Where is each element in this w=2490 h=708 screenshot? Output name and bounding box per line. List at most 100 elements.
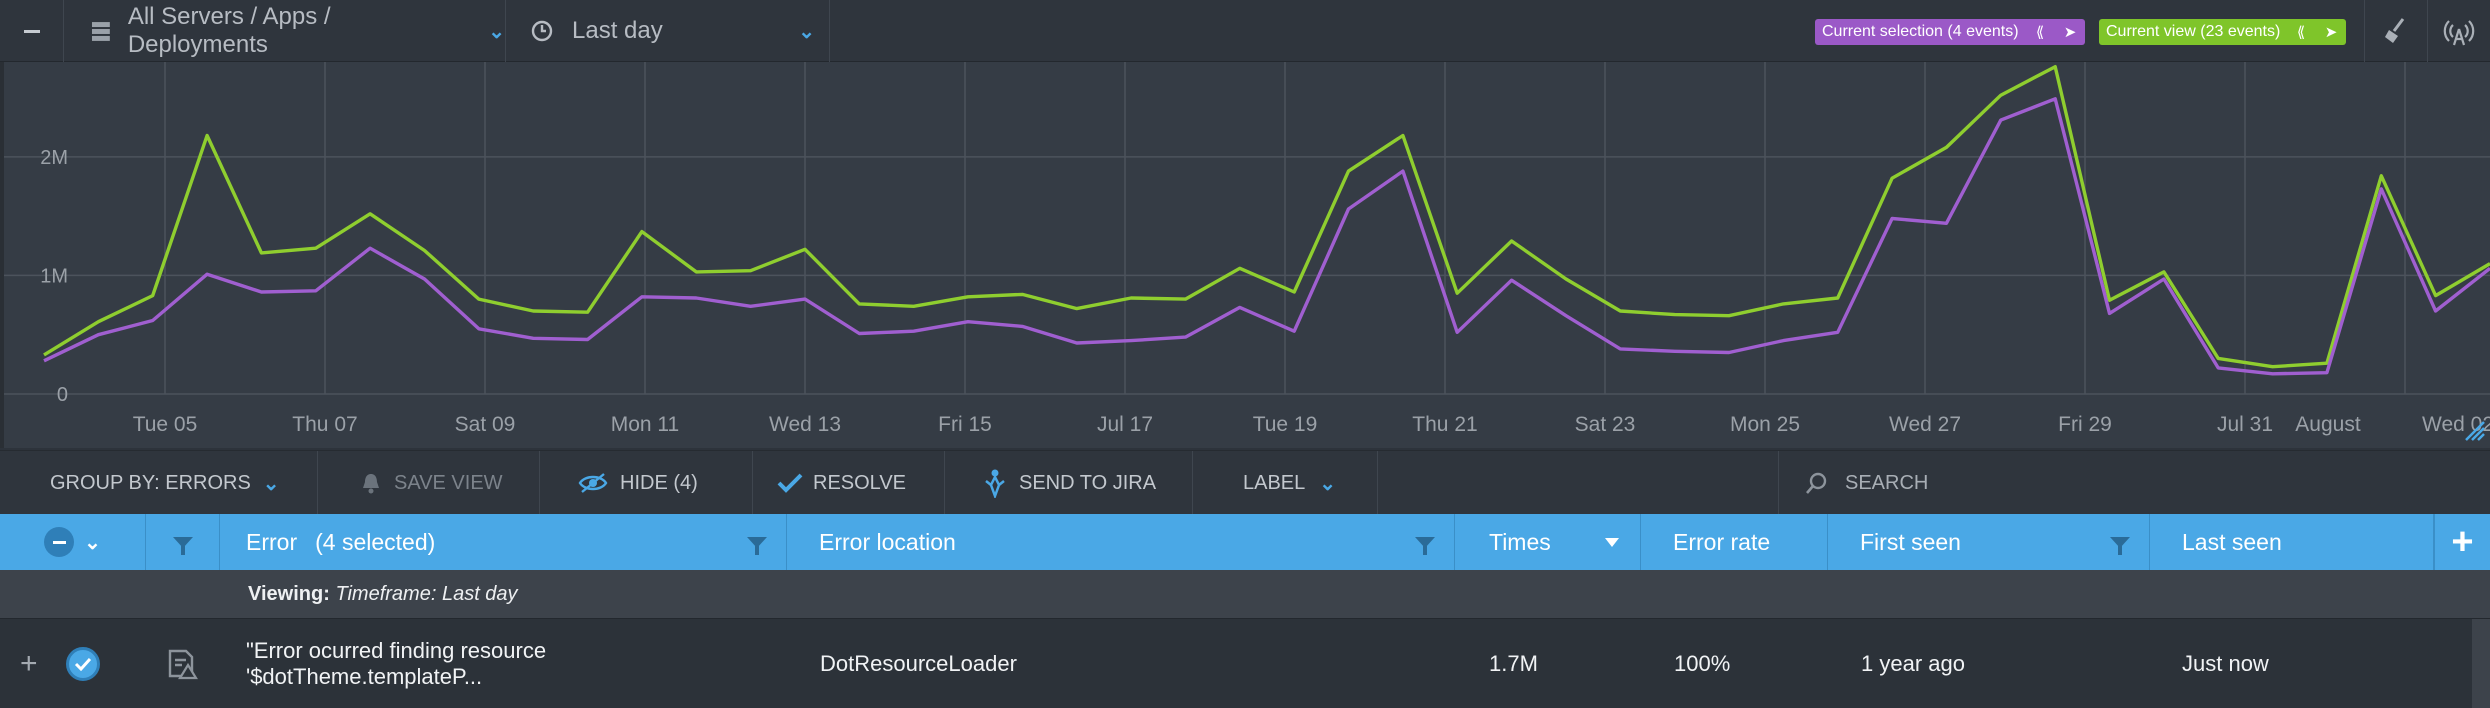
rate-header-label: Error rate <box>1673 528 1771 555</box>
chevron-down-icon: ⌄ <box>262 472 280 495</box>
filter-icon <box>173 537 193 555</box>
send-to-jira-button[interactable]: SEND TO JIRA <box>945 451 1193 515</box>
timeframe-selector[interactable]: Last day ⌄ <box>506 0 830 62</box>
viewing-label: Viewing <box>248 582 324 605</box>
broom-icon <box>2385 18 2405 43</box>
scrollbar[interactable] <box>2472 619 2490 708</box>
resize-handle-icon[interactable] <box>2465 421 2485 441</box>
resolve-button[interactable]: RESOLVE <box>752 451 945 515</box>
errors-chart: 0 1M 2M Tue 05 Thu 07 Sat 09 Mon 11 Wed 13 Fri 1… <box>0 62 2490 448</box>
share-icon[interactable]: ⟪ <box>2296 24 2306 41</box>
error-header-label: Error <box>246 528 298 555</box>
group-by-dropdown[interactable]: GROUP BY: ERRORS ⌄ <box>0 451 318 515</box>
group-by-label: GROUP BY: ERRORS <box>50 471 251 494</box>
error-message[interactable]: "Error ocurred finding resource '$dotThe… <box>246 638 547 689</box>
error-last-seen: Just now <box>2182 651 2269 676</box>
label-dropdown[interactable]: LABEL ⌄ <box>1193 451 1378 515</box>
servers-icon <box>91 22 110 41</box>
expand-row-button[interactable]: + <box>20 619 44 708</box>
column-header-error[interactable]: Error (4 selected) <box>220 514 787 570</box>
y-tick-label: 1M <box>40 265 68 287</box>
filter-icon[interactable] <box>747 537 767 555</box>
filter-icon[interactable] <box>2110 537 2130 555</box>
column-filter-button[interactable] <box>146 514 220 570</box>
plot-left-edge <box>0 62 4 448</box>
first-seen-header-label: First seen <box>1860 528 1961 555</box>
live-button[interactable] <box>2428 0 2490 62</box>
x-tick-label: Fri 29 <box>2058 413 2112 436</box>
collapse-button[interactable] <box>0 0 64 62</box>
y-tick-label: 0 <box>57 384 68 406</box>
clear-button[interactable] <box>2364 0 2428 62</box>
search-field[interactable]: SEARCH <box>1778 451 2490 515</box>
error-first-seen: 1 year ago <box>1861 651 1965 676</box>
x-tick-label: Sat 23 <box>1575 413 1636 436</box>
search-icon <box>1806 472 1827 494</box>
error-times: 1.7M <box>1489 651 1538 676</box>
y-tick-label: 2M <box>40 147 68 169</box>
plot-background <box>0 62 2490 448</box>
column-header-rate[interactable]: Error rate <box>1641 514 1828 570</box>
x-tick-label: Mon 25 <box>1730 413 1800 436</box>
jira-icon <box>985 469 1005 498</box>
select-all-control[interactable]: ⌄ <box>0 514 146 570</box>
column-header-first-seen[interactable]: First seen <box>1828 514 2150 570</box>
add-column-button[interactable]: + <box>2434 514 2490 570</box>
column-header-location[interactable]: Error location <box>787 514 1455 570</box>
document-warning-icon <box>168 649 198 680</box>
bell-icon <box>363 474 379 494</box>
checkmark-icon <box>66 647 100 681</box>
x-tick-label: August <box>2295 413 2361 436</box>
error-rate: 100% <box>1674 651 1731 676</box>
times-header-label: Times <box>1489 528 1551 555</box>
x-tick-label: Tue 19 <box>1253 413 1318 436</box>
x-tick-label: Thu 07 <box>292 413 357 436</box>
row-checkbox[interactable] <box>66 619 106 708</box>
plus-icon: + <box>2451 521 2474 563</box>
table-row[interactable]: + "Error ocurred finding resource '$dotT… <box>0 618 2490 708</box>
chevron-down-icon[interactable]: ⌄ <box>84 531 101 554</box>
timeframe-label: Last day <box>572 17 663 44</box>
save-view-button[interactable]: SAVE VIEW <box>318 451 540 515</box>
top-bar: All Servers / Apps / Deployments ⌄ Last … <box>0 0 2490 62</box>
filter-icon[interactable] <box>1415 537 1435 555</box>
antenna-icon <box>2443 20 2475 46</box>
series-line-0 <box>43 64 2490 369</box>
x-tick-label: Wed 27 <box>1889 413 1961 436</box>
x-tick-label: Jul 31 <box>2217 413 2273 436</box>
pin-icon[interactable]: ➤ <box>2324 24 2338 41</box>
checkmark-icon <box>777 473 803 493</box>
chevron-down-icon: ⌄ <box>488 20 505 43</box>
error-location: DotResourceLoader <box>820 651 1017 676</box>
resolve-label: RESOLVE <box>813 471 906 494</box>
location-header-label: Error location <box>819 528 956 555</box>
share-icon[interactable]: ⟪ <box>2035 24 2045 41</box>
pin-icon[interactable]: ➤ <box>2063 24 2077 41</box>
x-tick-label: Mon 11 <box>611 413 680 436</box>
last-seen-header-label: Last seen <box>2182 528 2282 555</box>
column-header-last-seen[interactable]: Last seen <box>2150 514 2434 570</box>
error-selected-count: (4 selected) <box>315 528 436 555</box>
save-view-label: SAVE VIEW <box>394 471 503 494</box>
viewing-colon: : <box>323 582 336 605</box>
scope-selector[interactable]: All Servers / Apps / Deployments ⌄ <box>64 0 506 62</box>
current-selection-pill[interactable]: Current selection (4 events) ⟪ ➤ <box>1815 19 2085 45</box>
x-tick-label: Wed 02 <box>2422 413 2490 436</box>
sort-desc-icon <box>1605 538 1619 547</box>
send-to-jira-label: SEND TO JIRA <box>1019 471 1157 494</box>
table-header: ⌄ Error (4 selected) Error location Time… <box>0 514 2490 570</box>
actions-toolbar: GROUP BY: ERRORS ⌄ SAVE VIEW HIDE (4) RE… <box>0 450 2490 515</box>
viewing-value: Timeframe: Last day <box>335 582 518 605</box>
scope-label: All Servers / Apps / Deployments <box>127 3 331 58</box>
deselect-all-icon[interactable] <box>44 527 75 557</box>
minus-icon <box>23 29 40 33</box>
clock-icon <box>531 20 553 42</box>
current-view-pill[interactable]: Current view (23 events) ⟪ ➤ <box>2099 19 2346 45</box>
chevron-down-icon: ⌄ <box>1319 472 1337 495</box>
hide-label: HIDE (4) <box>620 471 698 494</box>
eye-slash-icon <box>578 473 608 493</box>
chevron-down-icon: ⌄ <box>798 20 815 43</box>
x-tick-label: Wed 13 <box>769 413 841 436</box>
column-header-times[interactable]: Times <box>1455 514 1641 570</box>
